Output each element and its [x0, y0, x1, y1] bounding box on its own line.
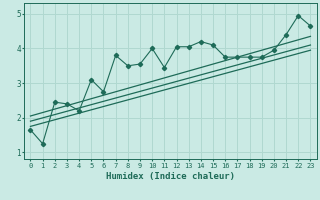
- X-axis label: Humidex (Indice chaleur): Humidex (Indice chaleur): [106, 172, 235, 181]
